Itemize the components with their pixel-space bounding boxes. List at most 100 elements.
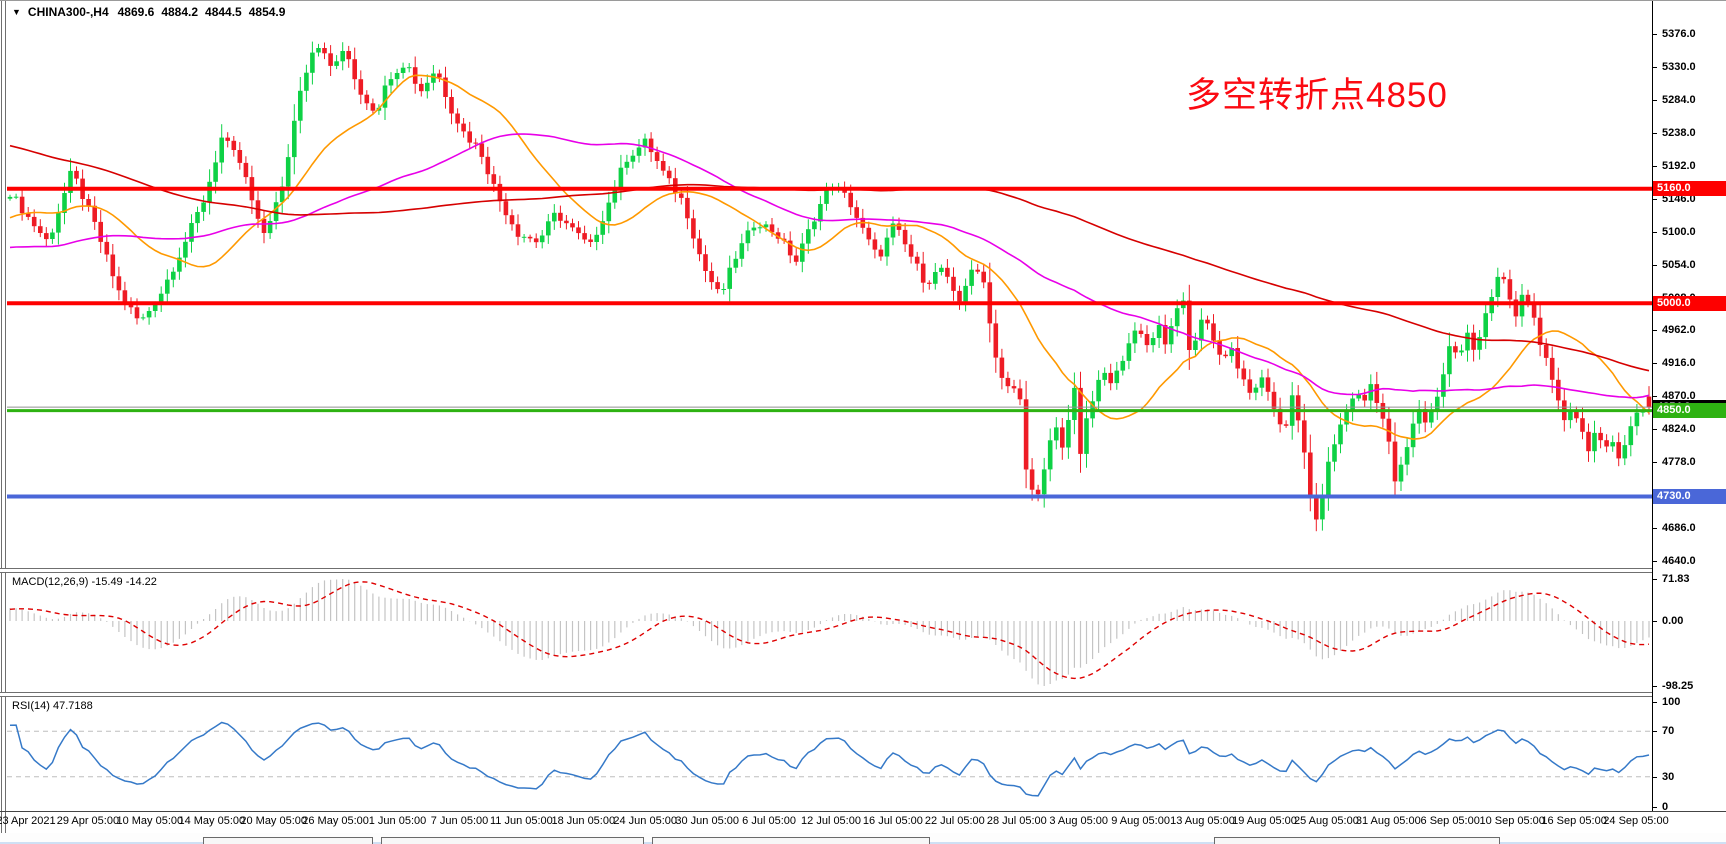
time-axis-label: 9 Aug 05:00 xyxy=(1111,815,1170,827)
annotation-text: 多空转折点4850 xyxy=(1186,76,1448,115)
price-tick-label: 4916.0 xyxy=(1662,357,1696,370)
time-axis-label: 29 Apr 05:00 xyxy=(56,815,120,827)
price-tick-label: 4778.0 xyxy=(1662,456,1696,469)
rsi-levels xyxy=(7,730,1652,778)
rsi-tick xyxy=(1653,807,1657,808)
price-tick-label: 5054.0 xyxy=(1662,258,1696,271)
time-axis-label: 24 Sep 05:00 xyxy=(1603,815,1669,827)
price-tick-label: 5284.0 xyxy=(1662,93,1696,106)
time-axis-label: 22 Jul 05:00 xyxy=(924,815,985,827)
price-tick-label: 4824.0 xyxy=(1662,423,1696,436)
background-window-edge[interactable] xyxy=(381,837,644,844)
background-windows-strip xyxy=(0,833,1726,844)
chart-header: ▼ CHINA300-,H4 4869.6 4884.2 4844.5 4854… xyxy=(12,5,285,19)
high-value: 4884.2 xyxy=(161,5,199,19)
background-window-edge[interactable] xyxy=(203,837,373,844)
time-axis-label: 25 Aug 05:00 xyxy=(1293,815,1359,827)
price-tick-label: 5330.0 xyxy=(1662,60,1696,73)
background-window-edge[interactable] xyxy=(1214,837,1500,844)
moving-averages-layer xyxy=(9,74,1650,441)
panel-divider[interactable] xyxy=(0,568,1726,573)
price-tick xyxy=(1653,396,1657,398)
macd-indicator-canvas[interactable] xyxy=(7,573,1652,692)
low-value: 4844.5 xyxy=(205,5,242,19)
open-value: 4869.6 xyxy=(117,5,155,19)
price-tick xyxy=(1653,165,1657,167)
price-tick xyxy=(1653,34,1657,35)
price-tick-label: 4640.0 xyxy=(1662,555,1696,567)
price-tick xyxy=(1653,231,1657,233)
collapse-triangle-icon[interactable]: ▼ xyxy=(12,7,21,17)
time-axis-label: 28 Jul 05:00 xyxy=(986,815,1047,827)
time-axis-label: 12 Jul 05:00 xyxy=(801,815,861,827)
macd-tick-label: -98.25 xyxy=(1662,680,1694,692)
price-scale[interactable]: 5376.0 5330.0 5284.0 5238.0 5192.0 5146.0 5100… xyxy=(1653,1,1726,813)
rsi-tick-label: 30 xyxy=(1662,770,1675,783)
price-tick xyxy=(1653,330,1657,332)
price-tick-label: 5376.0 xyxy=(1662,28,1696,40)
rsi-tick xyxy=(1653,702,1657,703)
macd-tick xyxy=(1653,621,1657,622)
price-level-box: 5000.0 xyxy=(1653,295,1726,311)
time-axis-line xyxy=(0,811,1726,812)
price-tick xyxy=(1653,132,1657,134)
price-level-box: 4850.0 xyxy=(1653,403,1726,419)
time-axis-label: 31 Aug 05:00 xyxy=(1355,815,1421,827)
time-axis-label: 1 Jun 05:00 xyxy=(368,815,427,827)
rsi-line xyxy=(9,721,1650,797)
macd-tick-label: 0.00 xyxy=(1662,615,1684,627)
time-axis-label: 16 Jul 05:00 xyxy=(862,815,923,827)
time-axis-label: 19 Aug 05:00 xyxy=(1232,815,1297,827)
time-axis-label: 6 Jul 05:00 xyxy=(742,815,797,827)
symbol-timeframe-label: CHINA300-,H4 xyxy=(27,5,109,19)
candles-layer xyxy=(7,41,1652,532)
window-left-border-inner xyxy=(5,1,6,833)
price-tick xyxy=(1653,561,1657,562)
rsi-tick xyxy=(1653,776,1657,778)
time-axis-label: 23 Apr 2021 xyxy=(0,815,56,827)
horizontal-levels-layer[interactable] xyxy=(7,186,1652,499)
time-axis-label: 14 May 05:00 xyxy=(178,815,246,827)
time-axis-label: 10 Sep 05:00 xyxy=(1479,815,1545,827)
price-tick-label: 5238.0 xyxy=(1662,126,1696,139)
rsi-tick-label: 0 xyxy=(1662,801,1669,813)
rsi-tick xyxy=(1653,731,1657,733)
time-axis-label: 18 Jun 05:00 xyxy=(551,815,616,827)
price-tick-label: 4686.0 xyxy=(1662,522,1696,534)
close-value: 4854.9 xyxy=(248,5,286,19)
time-axis-label: 24 Jun 05:00 xyxy=(613,815,677,827)
candlestick-chart-canvas[interactable] xyxy=(7,1,1652,568)
price-tick xyxy=(1653,429,1657,431)
rsi-panel-label: RSI(14) 47.7188 xyxy=(12,700,93,712)
macd-tick-label: 71.83 xyxy=(1662,573,1690,585)
time-axis-label: 7 Jun 05:00 xyxy=(430,815,489,827)
time-axis[interactable]: 23 Apr 2021 29 Apr 05:00 10 May 05:00 14 Ma… xyxy=(0,813,1669,833)
price-level-box: 5160.0 xyxy=(1653,181,1726,197)
background-window-edge[interactable] xyxy=(652,837,930,844)
rsi-tick-label: 100 xyxy=(1662,696,1681,708)
window-left-border xyxy=(1,1,2,833)
price-tick xyxy=(1653,198,1657,200)
price-tick xyxy=(1653,264,1657,266)
time-axis-label: 11 Jun 05:00 xyxy=(489,815,553,827)
rsi-indicator-canvas[interactable] xyxy=(7,697,1652,811)
time-axis-label: 10 May 05:00 xyxy=(116,815,184,827)
price-scale-border xyxy=(1652,1,1653,811)
price-tick-label: 4962.0 xyxy=(1662,324,1696,337)
time-axis-label: 13 Aug 05:00 xyxy=(1170,815,1235,827)
time-axis-label: 26 May 05:00 xyxy=(302,815,369,827)
price-tick xyxy=(1653,462,1657,464)
macd-tick xyxy=(1653,579,1657,580)
time-axis-label: 30 Jun 05:00 xyxy=(675,815,739,827)
price-level-box: 4730.0 xyxy=(1653,489,1726,504)
macd-tick xyxy=(1653,686,1657,687)
price-tick-label: 5192.0 xyxy=(1662,159,1696,172)
time-axis-label: 20 May 05:00 xyxy=(240,815,308,827)
rsi-tick-label: 70 xyxy=(1662,725,1675,738)
panel-divider[interactable] xyxy=(0,692,1726,697)
time-axis-label: 3 Aug 05:00 xyxy=(1049,815,1109,827)
price-tick-label: 4870.0 xyxy=(1662,390,1696,403)
time-axis-label: 16 Sep 05:00 xyxy=(1541,815,1607,827)
macd-panel-label: MACD(12,26,9) -15.49 -14.22 xyxy=(12,576,157,588)
